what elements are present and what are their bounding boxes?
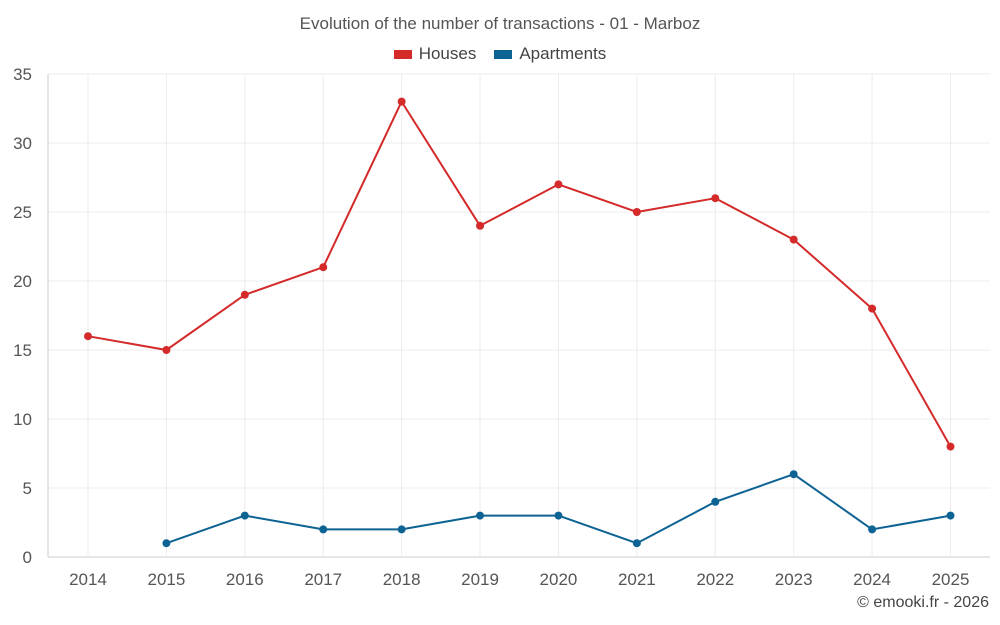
data-point-houses-2021 — [632, 208, 641, 216]
x-tick-label-2023: 2023 — [775, 570, 813, 589]
x-tick-label-2016: 2016 — [226, 570, 264, 589]
data-point-houses-2017 — [319, 263, 328, 272]
series-apartments — [162, 470, 955, 548]
legend-swatch-houses — [393, 49, 412, 59]
data-point-houses-2019 — [476, 221, 485, 230]
data-point-houses-2020 — [554, 180, 563, 189]
data-point-apartments-2016 — [240, 511, 249, 520]
data-point-houses-2022 — [711, 194, 720, 203]
data-point-houses-2014 — [84, 332, 92, 341]
y-tick-label-35: 35 — [13, 65, 32, 84]
y-tick-label-20: 20 — [13, 272, 32, 291]
x-tick-label-2022: 2022 — [696, 570, 734, 589]
series-line-houses — [87, 100, 952, 448]
y-tick-label-25: 25 — [13, 203, 32, 222]
data-point-houses-2025 — [946, 442, 955, 451]
y-tick-label-10: 10 — [13, 410, 32, 429]
x-tick-label-2024: 2024 — [853, 570, 891, 589]
x-tick-label-2017: 2017 — [304, 570, 342, 589]
legend-item-apartments[interactable]: Apartments — [494, 44, 606, 64]
x-tick-label-2015: 2015 — [147, 570, 185, 589]
data-point-apartments-2021 — [632, 539, 641, 548]
data-point-apartments-2024 — [868, 525, 877, 534]
data-point-apartments-2015 — [162, 539, 171, 548]
copyright-credit: © emooki.fr - 2026 — [857, 594, 989, 611]
y-tick-label-30: 30 — [13, 134, 32, 153]
data-point-houses-2015 — [162, 346, 171, 354]
y-tick-label-0: 0 — [23, 548, 32, 567]
x-tick-label-2019: 2019 — [461, 570, 499, 589]
data-point-houses-2016 — [240, 290, 249, 299]
data-point-apartments-2020 — [554, 511, 563, 520]
x-tick-label-2021: 2021 — [618, 570, 656, 589]
data-point-apartments-2018 — [397, 525, 406, 534]
series-houses — [84, 97, 955, 451]
legend-swatch-apartments — [494, 49, 513, 59]
x-tick-label-2018: 2018 — [383, 570, 421, 589]
legend: Houses Apartments — [0, 44, 1000, 64]
data-point-houses-2018 — [397, 97, 406, 106]
y-tick-label-5: 5 — [23, 479, 32, 498]
x-tick-label-2020: 2020 — [540, 570, 578, 589]
data-point-apartments-2017 — [319, 525, 328, 534]
x-tick-label-2014: 2014 — [69, 570, 107, 589]
data-point-apartments-2023 — [789, 470, 798, 479]
legend-label-apartments: Apartments — [519, 44, 607, 63]
x-tick-label-2025: 2025 — [932, 570, 970, 589]
chart-title: Evolution of the number of transactions … — [299, 14, 701, 33]
data-point-apartments-2019 — [476, 511, 485, 520]
legend-label-houses: Houses — [418, 44, 477, 63]
data-point-apartments-2025 — [946, 511, 955, 520]
data-point-houses-2024 — [868, 304, 877, 313]
y-tick-label-15: 15 — [13, 341, 32, 360]
grid — [47, 73, 990, 558]
legend-item-houses[interactable]: Houses — [393, 44, 477, 64]
data-point-houses-2023 — [789, 235, 798, 244]
data-point-apartments-2022 — [711, 497, 720, 506]
